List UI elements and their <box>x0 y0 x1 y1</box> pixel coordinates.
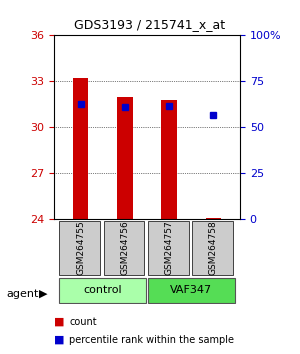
FancyBboxPatch shape <box>148 278 235 303</box>
Text: agent: agent <box>6 289 38 299</box>
Text: count: count <box>69 317 97 327</box>
FancyBboxPatch shape <box>103 221 144 275</box>
FancyBboxPatch shape <box>59 221 100 275</box>
Text: GSM264755: GSM264755 <box>76 221 85 275</box>
FancyBboxPatch shape <box>192 221 233 275</box>
Bar <box>161 100 177 219</box>
Text: GSM264757: GSM264757 <box>165 221 174 275</box>
FancyBboxPatch shape <box>59 278 146 303</box>
Text: VAF347: VAF347 <box>170 285 212 295</box>
Bar <box>73 78 88 219</box>
Text: percentile rank within the sample: percentile rank within the sample <box>69 335 234 345</box>
Bar <box>117 97 133 219</box>
FancyBboxPatch shape <box>148 221 189 275</box>
Text: GDS3193 / 215741_x_at: GDS3193 / 215741_x_at <box>74 18 226 31</box>
Text: GSM264756: GSM264756 <box>120 221 129 275</box>
Text: ▶: ▶ <box>39 289 47 299</box>
Bar <box>206 218 221 219</box>
Text: GSM264758: GSM264758 <box>209 221 218 275</box>
Text: control: control <box>83 285 122 295</box>
Text: ■: ■ <box>54 335 64 345</box>
Text: ■: ■ <box>54 317 64 327</box>
